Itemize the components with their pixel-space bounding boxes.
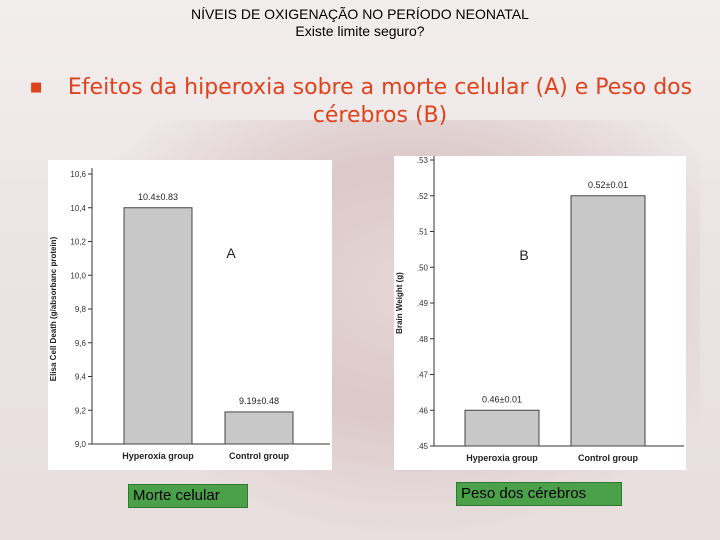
bar-control: [570, 195, 646, 447]
y-tick-label: .49: [417, 299, 429, 308]
y-tick-label: .52: [417, 192, 429, 201]
y-tick-label: 9,2: [75, 406, 87, 415]
header-subtitle: Existe limite seguro?: [295, 23, 425, 39]
category-label: Control group: [578, 453, 638, 463]
y-tick-label: 9,4: [75, 373, 87, 382]
bar-control: [224, 411, 294, 445]
caption-brain-weight: Peso dos cérebros: [456, 482, 622, 506]
header-title: NÍVEIS DE OXIGENAÇÃO NO PERÍODO NEONATAL: [191, 6, 529, 22]
y-tick-label: 9,0: [75, 440, 87, 449]
y-tick-label: .50: [417, 263, 429, 272]
y-tick-label: 9,8: [75, 305, 87, 314]
y-axis-label: Elisa Cell Death (g/absorbanc protein): [49, 236, 58, 381]
data-label: 9.19±0.48: [239, 396, 279, 406]
bullet-text: Efeitos da hiperoxia sobre a morte celul…: [67, 75, 693, 128]
panel-letter: B: [519, 247, 528, 263]
y-tick-label: 10,2: [70, 238, 86, 247]
data-label: 0.52±0.01: [588, 180, 628, 190]
y-tick-label: .53: [417, 156, 429, 165]
y-axis-label: Brain Weight (g): [395, 272, 404, 334]
y-tick-label: 10,0: [70, 271, 86, 280]
category-label: Hyperoxia group: [122, 451, 194, 461]
chart-a: 9,0 9,2 9,4 9,6 9,8 10,0 10,2 10,4 10,6 Elisa Cel…: [48, 160, 332, 470]
chart-a-svg: 9,0 9,2 9,4 9,6 9,8 10,0 10,2 10,4 10,6 Elisa Cel…: [49, 168, 330, 461]
y-tick-label: 9,6: [75, 339, 87, 348]
bar-hyperoxia: [464, 409, 540, 447]
slide-bullet-heading: ■ Efeitos da hiperoxia sobre a morte cel…: [30, 74, 700, 130]
slide-header: NÍVEIS DE OXIGENAÇÃO NO PERÍODO NEONATAL…: [0, 6, 720, 40]
y-tick-label: .47: [417, 371, 429, 380]
y-tick-label: .48: [417, 335, 429, 344]
y-tick-label: 10,4: [70, 204, 86, 213]
chart-b-svg: .45 .46 .47 .48 .49 .50 .51 .52 .53 Brain Weight …: [395, 156, 684, 463]
category-label: Hyperoxia group: [466, 453, 538, 463]
chart-b: .45 .46 .47 .48 .49 .50 .51 .52 .53 Brain Weight …: [394, 156, 686, 470]
y-tick-label: .46: [417, 406, 429, 415]
category-label: Control group: [229, 451, 289, 461]
bullet-icon: ■: [30, 80, 43, 95]
caption-cell-death: Morte celular: [128, 484, 248, 508]
data-label: 10.4±0.83: [138, 192, 178, 202]
y-tick-label: .45: [417, 442, 429, 451]
y-tick-label: 10,6: [70, 170, 86, 179]
panel-letter: A: [226, 245, 236, 261]
bar-hyperoxia: [123, 207, 193, 445]
y-tick-label: .51: [417, 228, 429, 237]
data-label: 0.46±0.01: [482, 394, 522, 404]
